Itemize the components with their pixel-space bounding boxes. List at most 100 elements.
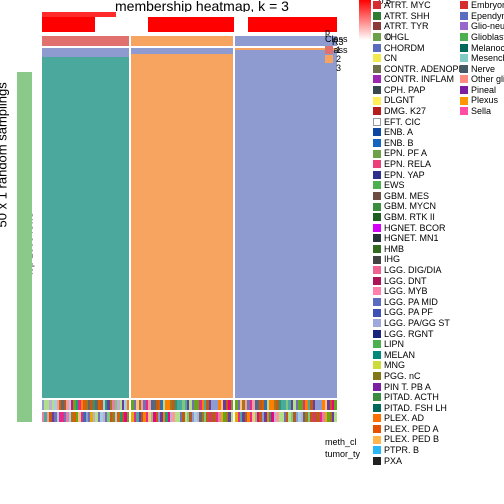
legend-label: CN <box>384 53 397 63</box>
swatch <box>460 12 468 20</box>
legend-item: PLEX. PED B <box>373 434 467 445</box>
legend-item: CHORDM <box>373 42 467 53</box>
swatch <box>373 414 381 422</box>
legend-label: HGNET. BCOR <box>384 223 446 233</box>
legend-item: PGG. nC <box>373 371 467 382</box>
legend-label: ENB. B <box>384 138 414 148</box>
legend-label: EPN. YAP <box>384 170 425 180</box>
panel-top-stripe <box>42 48 129 57</box>
legend-item: CPH. PAP <box>373 85 467 96</box>
legend-item: EWS <box>373 180 467 191</box>
legend-label: PTPR. B <box>384 445 419 455</box>
legend-item: MNG <box>373 360 467 371</box>
legend-label: Embryonal <box>471 0 504 10</box>
class-legend-item: 3 <box>325 63 348 72</box>
annotation-row-methcl <box>42 400 337 410</box>
legend-label: PXA <box>384 456 402 466</box>
legend-item: Mesenchymal <box>460 53 504 64</box>
ann-panel <box>235 412 337 422</box>
legend-item: PTPR. B <box>373 445 467 456</box>
swatch <box>373 192 381 200</box>
swatch <box>373 330 381 338</box>
legend-label: Melanocytic <box>471 43 504 53</box>
legend-item: HMB <box>373 244 467 255</box>
legend-item: LGG. MYB <box>373 286 467 297</box>
legend-label: LGG. PA PF <box>384 307 433 317</box>
class-legend: Class 123 <box>325 34 348 72</box>
legend-item: MELAN <box>373 350 467 361</box>
swatch <box>373 404 381 412</box>
legend-label: LGG. DNT <box>384 276 427 286</box>
legend-item: PIN T. PB A <box>373 381 467 392</box>
ann-panel <box>42 412 129 422</box>
legend-label: LGG. PA/GG ST <box>384 318 450 328</box>
swatch <box>460 97 468 105</box>
legend-item: DLGNT <box>373 95 467 106</box>
legend-label: EPN. PF A <box>384 148 427 158</box>
swatch <box>373 361 381 369</box>
legend-item: CONTR. ADENOPIT <box>373 64 467 75</box>
legend-label: HMB <box>384 244 404 254</box>
legend-label: ATRT. MYC <box>384 0 431 10</box>
ann-label-tumor: tumor_ty <box>325 449 360 459</box>
legend-item: Other glioma <box>460 74 504 85</box>
legend-item: Plexus <box>460 95 504 106</box>
legend-label: EFT. CIC <box>384 117 421 127</box>
swatch <box>373 256 381 264</box>
swatch <box>373 287 381 295</box>
swatch <box>373 224 381 232</box>
legend-item: LGG. RGNT <box>373 328 467 339</box>
top-seg <box>234 17 249 32</box>
legend-item: LIPN <box>373 339 467 350</box>
heatmap-panels <box>42 48 337 398</box>
legend-label: PITAD. ACTH <box>384 392 439 402</box>
legend-label: Ependymal <box>471 11 504 21</box>
legend-label: CHORDM <box>384 43 425 53</box>
swatch <box>373 1 381 9</box>
swatch <box>373 160 381 168</box>
legend-item: ATRT. TYR <box>373 21 467 32</box>
legend-item: CONTR. INFLAM <box>373 74 467 85</box>
legend-label: MELAN <box>384 350 415 360</box>
legend-label: HGNET. MN1 <box>384 233 439 243</box>
legend-label: Other glioma <box>471 74 504 84</box>
top-seg <box>248 17 337 32</box>
swatch <box>373 446 381 454</box>
legend-item: Nerve <box>460 64 504 75</box>
swatch <box>373 54 381 62</box>
legend-column-1: ATRT. MYCATRT. SHHATRT. TYRCHGLCHORDMCNC… <box>373 0 467 466</box>
swatch <box>373 86 381 94</box>
legend-label: GBM. MYCN <box>384 201 436 211</box>
swatch <box>373 234 381 242</box>
swatch <box>460 22 468 30</box>
legend-label: Mesenchymal <box>471 53 504 63</box>
swatch <box>373 277 381 285</box>
swatch <box>460 1 468 9</box>
legend-item: EPN. RELA <box>373 159 467 170</box>
legend-label: Nerve <box>471 64 495 74</box>
legend-label: Glioblastoma <box>471 32 504 42</box>
legend-item: EPN. PF A <box>373 148 467 159</box>
legend-label: ENB. A <box>384 127 413 137</box>
legend-item: ATRT. SHH <box>373 11 467 22</box>
legend-label: CHGL <box>384 32 409 42</box>
ann-panel <box>131 400 233 410</box>
swatch <box>373 351 381 359</box>
swatch <box>373 150 381 158</box>
legend-label: PIN T. PB A <box>384 382 431 392</box>
legend-item: ATRT. MYC <box>373 0 467 11</box>
swatch <box>373 319 381 327</box>
legend-label: Pineal <box>471 85 496 95</box>
top-seg <box>148 17 234 32</box>
legend-label: DLGNT <box>384 95 415 105</box>
legend-item: IHG <box>373 254 467 265</box>
swatch <box>373 181 381 189</box>
legend-label: PITAD. FSH LH <box>384 403 447 413</box>
legend-label: LGG. RGNT <box>384 329 434 339</box>
swatch <box>460 54 468 62</box>
swatch <box>373 383 381 391</box>
swatch <box>373 118 381 126</box>
legend-label: LGG. PA MID <box>384 297 438 307</box>
legend-item: LGG. PA PF <box>373 307 467 318</box>
swatch <box>460 107 468 115</box>
